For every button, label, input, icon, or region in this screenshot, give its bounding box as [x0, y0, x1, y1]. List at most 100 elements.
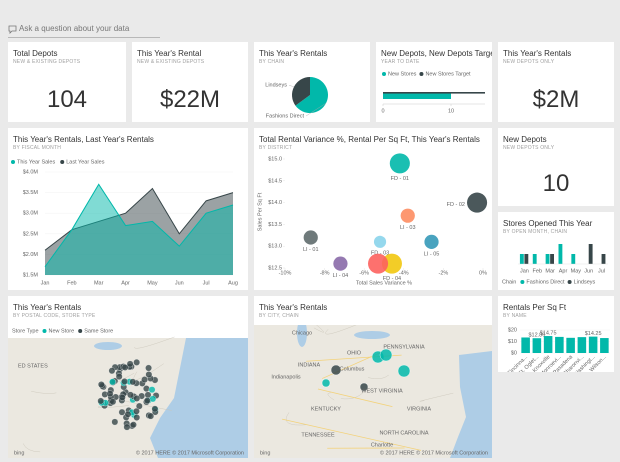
legend-label: This Year Sales	[17, 159, 55, 165]
x-tick-label: Jun	[584, 268, 593, 274]
legend-label: Fashions Direct	[526, 279, 565, 285]
y-tick-label: $0	[511, 350, 517, 356]
bar	[550, 254, 554, 264]
map-border	[31, 391, 57, 394]
tile-subtitle: NEW & EXISTING DEPOTS	[13, 59, 81, 65]
y-tick-label: $2.0M	[23, 252, 39, 258]
leader-line	[305, 103, 327, 117]
tile-subtitle: BY POSTAL CODE, STORE TYPE	[13, 313, 96, 319]
map-label: ED STATES	[18, 363, 48, 369]
x-tick-label: May	[147, 280, 158, 286]
bar-chart: New Stores New Stores Target 0 10	[381, 71, 485, 114]
bubble-label: LI - 05	[424, 251, 440, 257]
bar	[383, 93, 451, 99]
legend-label: Same Store	[84, 328, 113, 334]
map-label: KENTUCKY	[311, 406, 341, 412]
x-tick-label: Apr	[559, 268, 568, 274]
bar	[577, 337, 587, 353]
map-dot	[151, 405, 159, 413]
bubble	[389, 153, 410, 174]
map-bubble	[321, 378, 331, 388]
map-dot	[133, 395, 141, 402]
card-tile[interactable]: This Year's Rentals NEW DEPOTS ONLY $2M	[498, 42, 614, 122]
map-dot	[121, 364, 129, 371]
bar	[532, 254, 537, 264]
y-tick-label: $3.5M	[23, 190, 39, 196]
x-tick-label: 0%	[479, 270, 487, 276]
map-dot	[118, 408, 126, 416]
map-tile[interactable]: This Year's Rentals BY POSTAL CODE, STOR…	[8, 296, 248, 458]
map-label: INDIANA	[298, 362, 321, 368]
bubble-label: LI - 03	[400, 225, 416, 231]
pie-slice	[292, 77, 310, 106]
legend-label: Lindseys	[574, 279, 596, 285]
map-road	[317, 388, 393, 408]
pie-label: Fashions Direct	[266, 113, 305, 119]
chart-tile[interactable]: Total Rental Variance %, Rental Per Sq F…	[254, 128, 492, 290]
map-border	[133, 363, 164, 381]
map-ocean	[450, 351, 492, 458]
chart-tile[interactable]: New Depots, New Depots Target YEAR TO DA…	[376, 42, 492, 122]
card-tile[interactable]: New Depots NEW DEPOTS ONLY 10	[498, 128, 614, 206]
x-tick-label: Apr	[121, 280, 130, 286]
pie-label: Lindseys	[265, 83, 287, 89]
bubble-label: LI - 04	[333, 273, 349, 279]
map-dot	[108, 367, 116, 375]
legend-marker	[60, 160, 65, 164]
x-tick-label: Aug	[228, 280, 238, 286]
data-label: $12.86	[528, 333, 545, 339]
map-dot	[145, 371, 153, 378]
chart-tile[interactable]: This Year's Rentals BY CHAIN Fashions Di…	[254, 42, 370, 122]
map-tile[interactable]: This Year's Rentals BY CITY, CHAIN Chica…	[254, 296, 492, 458]
tile-title: Stores Opened This Year	[503, 219, 593, 228]
chart-tile[interactable]: This Year's Rentals, Last Year's Rentals…	[8, 128, 248, 290]
x-tick-label: 10	[448, 108, 454, 114]
bubble-label: FD - 04	[383, 276, 401, 282]
map-dot	[97, 381, 105, 388]
qa-box[interactable]: Ask a question about your data	[8, 22, 160, 38]
map-dot	[109, 378, 116, 386]
tile-title: Total Depots	[13, 49, 58, 58]
map-road	[321, 352, 382, 379]
map-label: Charlotte	[371, 442, 393, 448]
x-tick-label: -2%	[439, 270, 449, 276]
map-label: Chicago	[292, 330, 312, 336]
bar	[566, 337, 575, 353]
bar	[521, 337, 530, 353]
chart-tile[interactable]: Stores Opened This Year BY OPEN MONTH, C…	[498, 212, 614, 290]
bar	[383, 92, 485, 94]
y-tick-label: $4.0M	[23, 169, 39, 175]
card-value: $2M	[532, 86, 580, 113]
map-dot	[135, 402, 143, 410]
bar	[524, 254, 529, 264]
tile-title: This Year's Rental	[137, 49, 202, 58]
legend-marker	[567, 280, 572, 284]
bar	[532, 338, 542, 353]
card-tile[interactable]: This Year's Rental NEW & EXISTING DEPOTS…	[132, 42, 248, 122]
card-tile[interactable]: Total Depots NEW & EXISTING DEPOTS 104	[8, 42, 126, 122]
bubble	[373, 235, 387, 248]
x-tick-label: Jul	[598, 268, 605, 274]
chart-tile[interactable]: Rentals Per Sq Ft BY NAME $0 $10 $20 Cincin…	[498, 296, 614, 372]
map-dot	[126, 360, 134, 368]
legend-title: Store Type	[12, 328, 39, 334]
legend-marker	[520, 280, 525, 284]
bubble	[368, 253, 389, 274]
tile-title: Total Rental Variance %, Rental Per Sq F…	[259, 135, 480, 144]
tile-subtitle: BY CHAIN	[259, 59, 285, 65]
legend-marker	[78, 329, 83, 333]
tile-subtitle: BY CITY, CHAIN	[259, 313, 299, 319]
map-label: NORTH CAROLINA	[379, 430, 428, 436]
x-axis-title: Total Sales Variance %	[356, 280, 412, 286]
map-dot	[143, 397, 151, 404]
map-dot	[111, 418, 119, 426]
pie-chart: Fashions Direct Lindseys	[265, 77, 328, 119]
tile-title: New Depots	[503, 135, 547, 144]
bar	[558, 244, 563, 264]
bubble	[400, 208, 415, 223]
tile-title: This Year's Rentals	[13, 303, 82, 312]
bubble	[424, 234, 439, 249]
map-dot	[133, 407, 140, 415]
x-tick-label: Jan	[520, 268, 529, 274]
